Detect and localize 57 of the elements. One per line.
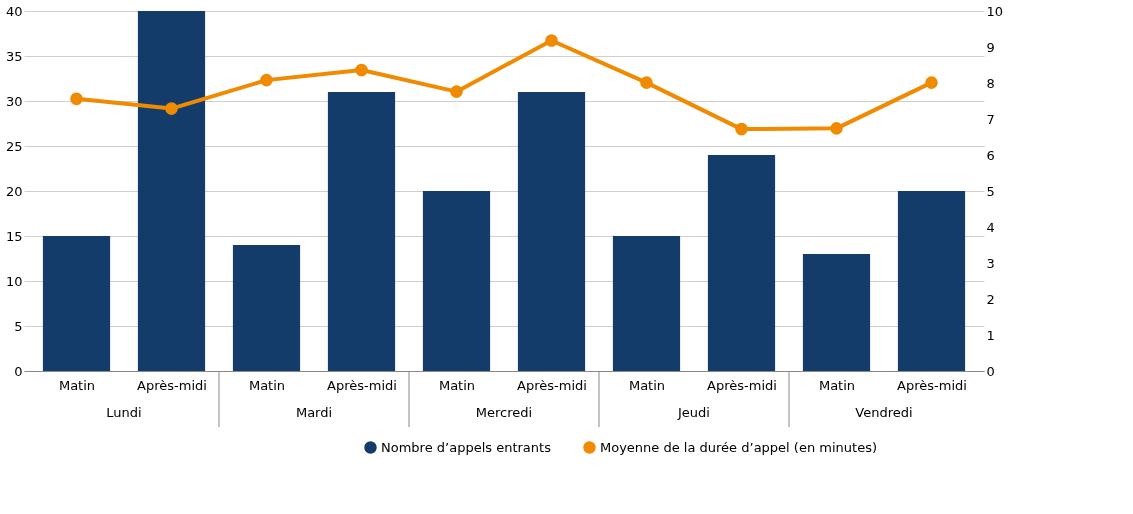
bar (42, 236, 111, 371)
y-tick-label: 15 (5, 228, 23, 244)
y-tick-label: 0 (14, 363, 23, 379)
text: Mardi (295, 405, 333, 420)
y-tick-label: 10 (5, 273, 23, 289)
legend-label: Nombre d’appels entrants (381, 439, 552, 455)
bar (802, 254, 871, 371)
x-tick-label: Matin (628, 377, 666, 393)
y-tick-label: 35 (5, 48, 23, 64)
bar (707, 155, 776, 371)
x-tick-label: Après-midi (707, 377, 777, 393)
x-tick-label: Après-midi (137, 377, 207, 393)
point (735, 122, 748, 136)
y2-tick-label: 10 (986, 3, 1004, 19)
y-tick-label: 25 (5, 138, 23, 154)
bar (612, 236, 681, 371)
point (355, 63, 368, 77)
x-tick-label: Matin (248, 377, 286, 393)
x-tick-label: Après-midi (517, 377, 587, 393)
y2-tick-label: 4 (986, 219, 995, 235)
y2-tick-label: 3 (986, 255, 995, 271)
point (450, 85, 463, 98)
text: Jeudi (677, 405, 710, 420)
y-tick-label: 5 (14, 318, 23, 334)
text: Vendredi (855, 405, 913, 420)
y2-tick-label: 6 (986, 147, 995, 163)
x-tick-label: Matin (58, 377, 96, 393)
point (925, 76, 938, 89)
x-tick-label: Matin (438, 377, 476, 393)
text: Lundi (106, 405, 142, 420)
y-tick-label: 20 (5, 183, 23, 199)
y-tick-label: 40 (5, 3, 23, 19)
y2-tick-label: 7 (986, 111, 995, 127)
point (260, 73, 273, 87)
y-tick-label: 30 (5, 93, 23, 109)
bar (327, 92, 396, 371)
bar (137, 11, 206, 371)
bar (897, 191, 966, 371)
y2-tick-label: 1 (986, 327, 995, 343)
point (70, 92, 83, 106)
x-tick-label: Matin (818, 377, 856, 393)
x-tick-label: Après-midi (897, 377, 967, 393)
point (165, 102, 178, 115)
point (640, 76, 653, 89)
y2-tick-label: 9 (986, 39, 995, 55)
bar (517, 92, 586, 371)
y2-tick-label: 0 (986, 363, 995, 379)
text: Mercredi (475, 405, 533, 420)
y2-tick-label: 8 (986, 75, 995, 91)
point (830, 122, 843, 135)
legend-label: Moyenne de la durée d’appel (en minutes) (600, 439, 877, 455)
y2-tick-label: 5 (986, 183, 995, 199)
y2-tick-label: 2 (986, 291, 995, 307)
bar (422, 191, 491, 371)
bar (232, 245, 301, 371)
point (545, 34, 558, 47)
x-tick-label: Après-midi (327, 377, 397, 393)
